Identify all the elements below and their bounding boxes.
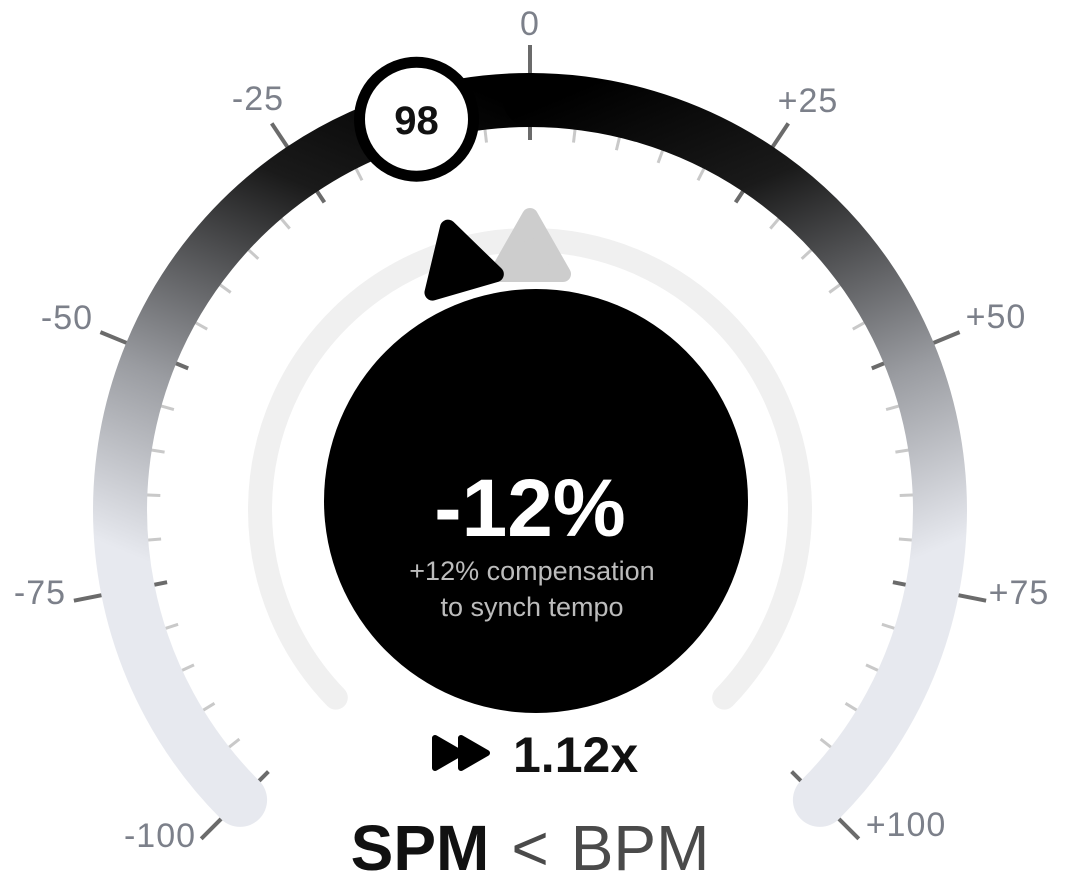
compensation-line-1: +12% compensation [409,556,654,586]
target-tempo-marker [489,208,571,282]
offset-percent: -12% [434,463,625,554]
scale-label-zero: 0 [520,5,540,43]
scale-label-minus-100: -100 [124,817,196,855]
scale-labels: -100 -75 -50 -25 0 +25 +50 +75 +100 [14,5,1050,855]
comparison-left: SPM [351,812,490,884]
scale-label-plus-25: +25 [778,82,839,120]
compensation-line-2: to synch tempo [440,592,623,622]
scale-label-minus-50: -50 [41,299,93,337]
playback-speed: 1.12x [513,727,638,783]
scale-label-plus-50: +50 [966,298,1027,336]
scale-label-minus-25: -25 [232,80,284,118]
fast-forward-icon [432,735,490,771]
spm-bpm-comparison: SPM < BPM [351,812,710,884]
knob-ring[interactable] [354,56,479,182]
scale-label-plus-75: +75 [989,574,1050,612]
tempo-arc-right [503,73,967,827]
tempo-knob[interactable]: 98 [354,56,479,182]
comparison-right: BPM [571,812,710,884]
current-tempo-marker [424,219,504,301]
scale-label-minus-75: -75 [14,574,66,612]
scale-label-plus-100: +100 [866,806,947,844]
knob-value: 98 [394,99,439,143]
comparison-operator: < [511,812,548,884]
center-disc [324,289,748,713]
